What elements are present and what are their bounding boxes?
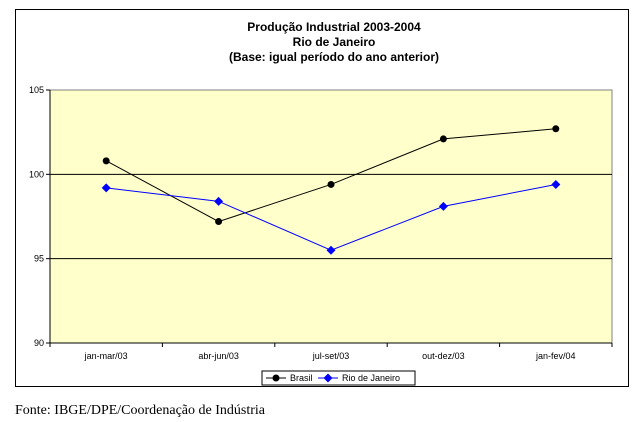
x-tick-label: out-dez/03 — [422, 351, 465, 361]
data-point-rio-de-janeiro — [438, 201, 448, 211]
x-tick-label: jul-set/03 — [312, 351, 350, 361]
chart-frame: Produção Industrial 2003-2004 Rio de Jan… — [15, 9, 629, 387]
legend-label-brasil: Brasil — [290, 373, 313, 383]
chart-subtitle-region: Rio de Janeiro — [293, 35, 376, 49]
y-tick-label: 105 — [29, 85, 44, 95]
data-point-brasil — [327, 180, 335, 188]
legend: Brasil Rio de Janeiro — [261, 370, 416, 386]
x-tick-label: jan-fev/04 — [535, 351, 576, 361]
legend-box — [261, 370, 416, 386]
data-point-rio-de-janeiro — [551, 179, 561, 189]
y-tick-label: 90 — [34, 338, 44, 348]
data-point-rio-de-janeiro — [214, 196, 224, 206]
legend-marker-rio-de-janeiro — [323, 373, 333, 383]
chart-subtitle-base: (Base: igual período do ano anterior) — [229, 50, 439, 64]
x-tick-label: jan-mar/03 — [84, 351, 128, 361]
plot-area: 90 95 100 105 jan-mar/03 abr-jun/03 jul-set/03… — [29, 85, 613, 361]
data-point-rio-de-janeiro — [101, 183, 111, 193]
source-note: Fonte: IBGE/DPE/Coordenação de Indústria — [15, 403, 266, 418]
plot-background — [49, 89, 613, 344]
line-chart: Produção Industrial 2003-2004 Rio de Jan… — [29, 20, 613, 386]
data-point-brasil — [102, 157, 110, 165]
data-point-rio-de-janeiro — [326, 245, 336, 255]
legend-marker-brasil — [272, 374, 280, 382]
legend-label-rio-de-janeiro: Rio de Janeiro — [342, 373, 400, 383]
y-tick-label: 100 — [29, 169, 44, 179]
x-tick-label: abr-jun/03 — [198, 351, 239, 361]
y-tick-label: 95 — [34, 254, 44, 264]
data-point-brasil — [552, 125, 560, 133]
chart-title: Produção Industrial 2003-2004 — [247, 20, 421, 34]
data-point-brasil — [439, 135, 447, 143]
data-point-brasil — [215, 218, 223, 226]
